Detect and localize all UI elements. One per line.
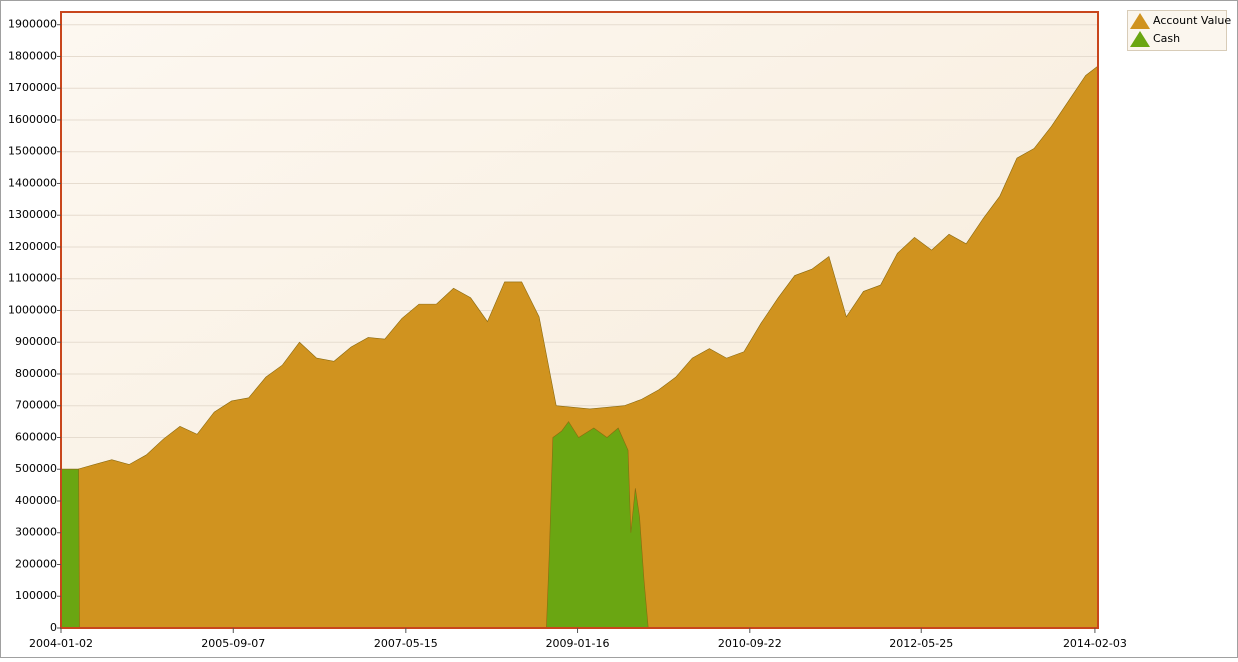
plot-border [60,11,1099,629]
y-tick-label: 1800000 [8,49,57,62]
y-tick-label: 1200000 [8,240,57,253]
legend-swatch [1130,13,1150,29]
y-tick-label: 1300000 [8,208,57,221]
y-tick-label: 1600000 [8,113,57,126]
y-tick-label: 1900000 [8,18,57,31]
y-tick-label: 1400000 [8,176,57,189]
y-tick-label: 600000 [15,430,57,443]
y-tick-label: 0 [50,621,57,634]
y-tick-label: 400000 [15,494,57,507]
y-tick-label: 300000 [15,526,57,539]
x-tick-label: 2009-01-16 [546,637,610,650]
y-tick-label: 1500000 [8,145,57,158]
y-tick-label: 500000 [15,462,57,475]
area [60,65,1099,629]
y-tick-label: 1700000 [8,81,57,94]
y-tick-label: 200000 [15,557,57,570]
x-tick-label: 2007-05-15 [374,637,438,650]
y-tick-label: 700000 [15,399,57,412]
legend-swatch [1130,31,1150,47]
y-tick-label: 800000 [15,367,57,380]
x-tick-label: 2012-05-25 [889,637,953,650]
y-tick-label: 100000 [15,589,57,602]
x-tick-label: 2010-09-22 [718,637,782,650]
y-tick-label: 1000000 [8,303,57,316]
x-tick-label: 2005-09-07 [201,637,265,650]
x-tick-label: 2014-02-03 [1063,637,1127,650]
legend-label: Cash [1153,32,1180,45]
x-tick-label: 2004-01-02 [29,637,93,650]
y-tick-label: 1100000 [8,272,57,285]
legend-label: Account Value [1153,14,1231,27]
y-tick-label: 900000 [15,335,57,348]
